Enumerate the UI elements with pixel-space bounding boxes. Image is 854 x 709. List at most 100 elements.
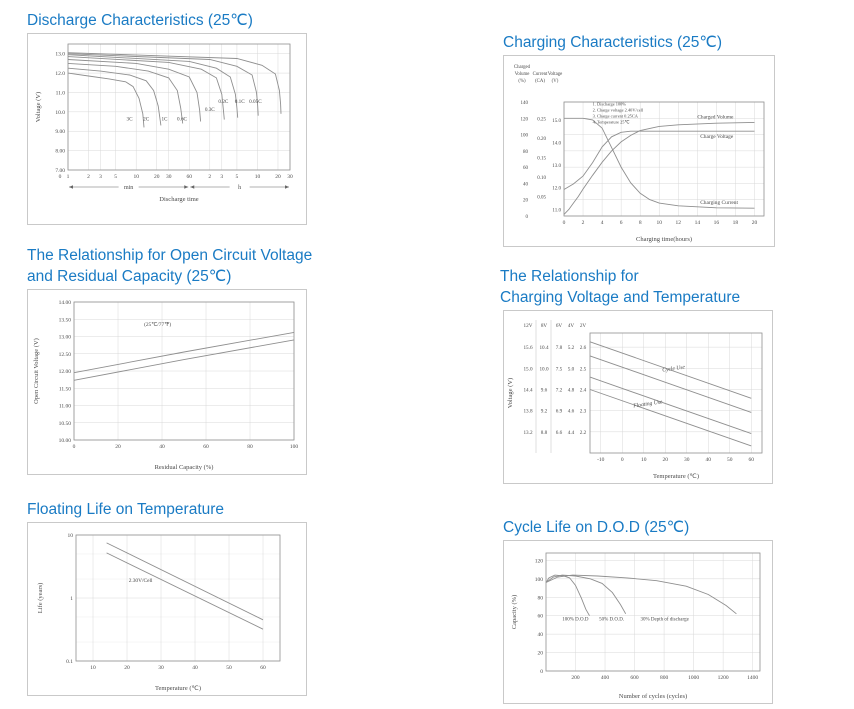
svg-text:0: 0 [526,215,529,220]
svg-text:0.15: 0.15 [537,156,546,161]
svg-text:0: 0 [563,220,566,226]
svg-text:10.0: 10.0 [539,366,548,372]
svg-text:5: 5 [236,174,239,180]
svg-text:100: 100 [290,444,299,450]
svg-text:7.8: 7.8 [556,345,563,351]
svg-text:50% D.O.D.: 50% D.O.D. [599,617,624,622]
cycle-life-title: Cycle Life on D.O.D (25℃) [503,517,773,538]
svg-text:20: 20 [115,444,121,450]
svg-text:13.50: 13.50 [59,317,72,323]
svg-text:6: 6 [620,220,623,226]
svg-text:2.6: 2.6 [580,345,587,351]
svg-text:1: 1 [67,174,70,180]
svg-text:2: 2 [87,174,90,180]
svg-text:2.4: 2.4 [580,388,587,394]
svg-text:1000: 1000 [688,675,699,681]
svg-text:20: 20 [124,665,130,671]
svg-text:10.4: 10.4 [539,345,548,351]
ocv-title-line-1: The Relationship for Open Circuit Voltag… [27,247,313,264]
svg-text:10: 10 [68,533,74,539]
svg-text:2: 2 [208,174,211,180]
floating-life-title-line: Floating Life on Temperature [27,501,225,518]
svg-text:7.2: 7.2 [556,388,563,394]
svg-text:1. Discharge 100%: 1. Discharge 100% [593,101,627,106]
svg-text:80: 80 [538,595,544,601]
svg-text:40: 40 [159,444,165,450]
svg-text:80: 80 [247,444,253,450]
svg-text:100% D.O.D: 100% D.O.D [562,617,589,622]
svg-text:2.30V/Cell: 2.30V/Cell [129,578,153,584]
ocv-plot: 0 20 40 60 80 100 14.00 13.50 13.00 12.50 12.00 11.… [33,300,299,471]
svg-text:60: 60 [538,614,544,620]
svg-text:0: 0 [621,457,624,463]
charge-voltage-temperature-section: The Relationship for Charging Voltage an… [500,266,773,489]
charging-title: Charging Characteristics (25℃) [503,32,775,53]
discharge-title-line: Discharge Characteristics (25℃) [27,12,253,29]
floating-life-title: Floating Life on Temperature [27,499,307,520]
svg-text:Charging time(hours): Charging time(hours) [636,236,692,243]
discharge-section: Discharge Characteristics (25℃) 1 2 3 5 10 20… [27,10,307,230]
svg-text:60: 60 [187,174,193,180]
svg-text:(25℃/77℉): (25℃/77℉) [144,321,171,328]
svg-text:Voltage (V): Voltage (V) [35,92,42,122]
svg-text:4.6: 4.6 [568,409,575,415]
svg-text:7.5: 7.5 [556,366,563,372]
svg-text:9.6: 9.6 [541,388,548,394]
svg-text:0.05: 0.05 [537,196,546,201]
svg-text:80: 80 [523,150,529,155]
svg-text:200: 200 [571,675,580,681]
svg-text:12.0: 12.0 [552,186,561,191]
svg-text:3C: 3C [127,117,134,123]
charging-section: Charging Characteristics (25℃) 0 2 4 6 8 10 12… [503,32,775,252]
svg-text:14.0: 14.0 [552,141,561,146]
svg-text:2: 2 [582,220,585,226]
svg-text:10.00: 10.00 [59,438,72,444]
svg-text:2.3: 2.3 [580,409,587,415]
svg-text:6.6: 6.6 [556,430,563,436]
svg-text:30% Depth of discharge: 30% Depth of discharge [640,617,689,622]
svg-text:16: 16 [714,220,720,226]
svg-text:10.50: 10.50 [59,421,72,427]
svg-text:(V): (V) [552,79,559,84]
svg-text:2. Charge voltage 2.40V/cell: 2. Charge voltage 2.40V/cell [593,107,644,112]
svg-text:4.8: 4.8 [568,388,575,394]
svg-text:13.00: 13.00 [59,335,72,341]
svg-text:Charging Current: Charging Current [700,200,738,206]
svg-text:Temperature (℃): Temperature (℃) [653,473,699,480]
svg-text:13.0: 13.0 [552,164,561,169]
svg-text:12: 12 [676,220,682,226]
svg-text:4V: 4V [568,323,575,329]
svg-text:8V: 8V [541,323,548,329]
svg-text:0.3C: 0.3C [205,107,215,113]
svg-text:Floating Use: Floating Use [632,399,663,409]
svg-text:0.05C: 0.05C [249,99,262,105]
discharge-chart: 1 2 3 5 10 20 30 60 2 3 5 10 20 30 13.0 12.0 11.0 10.0 9.0… [27,33,307,225]
svg-text:9.2: 9.2 [541,409,548,415]
svg-text:10: 10 [641,457,647,463]
svg-text:11.0: 11.0 [552,209,561,214]
svg-text:100: 100 [535,577,544,583]
cvt-title-line-2: Charging Voltage and Temperature [500,289,741,306]
svg-text:400: 400 [601,675,610,681]
svg-text:20: 20 [523,199,529,204]
ocv-section: The Relationship for Open Circuit Voltag… [27,245,312,480]
svg-text:800: 800 [660,675,669,681]
svg-text:60: 60 [203,444,209,450]
svg-text:2C: 2C [143,117,150,123]
svg-text:Capacity (%): Capacity (%) [511,595,518,629]
svg-text:4: 4 [601,220,604,226]
svg-text:0.10: 0.10 [537,176,546,181]
svg-text:50: 50 [727,457,733,463]
svg-text:Temperature (℃): Temperature (℃) [155,685,201,692]
svg-text:120: 120 [535,558,544,564]
svg-text:20: 20 [275,174,281,180]
svg-text:14: 14 [695,220,701,226]
discharge-title: Discharge Characteristics (25℃) [27,10,307,31]
cycle-life-chart: 200 400 600 800 1000 1200 1400 0 20 40 60 80 100 120 C… [503,540,773,704]
svg-text:20: 20 [663,457,669,463]
svg-text:2.5: 2.5 [580,366,587,372]
svg-text:h: h [238,185,241,191]
svg-text:Number of cycles (cycles): Number of cycles (cycles) [619,693,687,700]
svg-text:-10: -10 [597,457,605,463]
